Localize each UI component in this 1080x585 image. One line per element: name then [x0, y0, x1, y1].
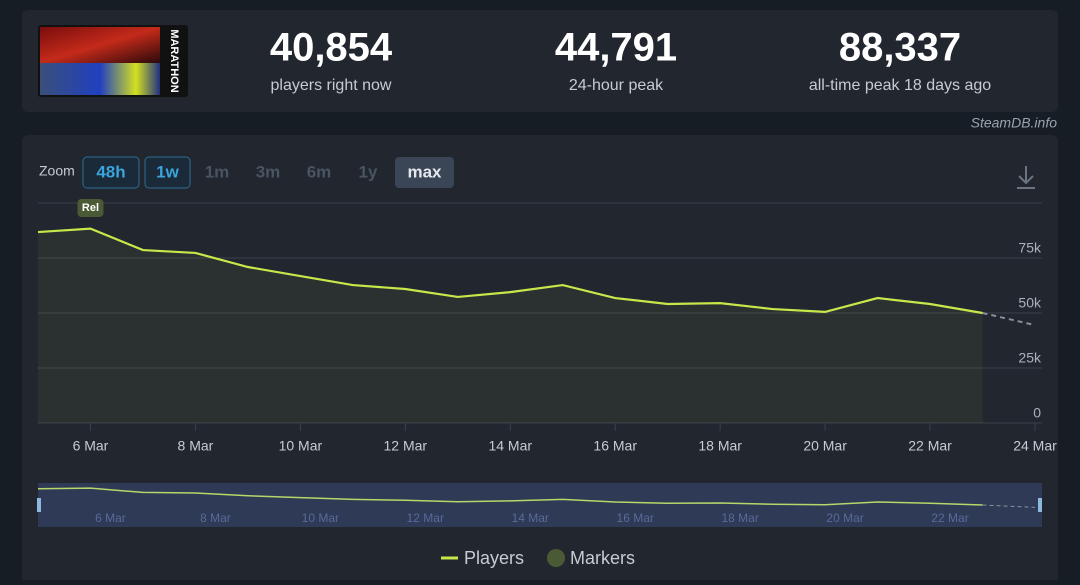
stat-value: 40,854 [270, 26, 393, 70]
area [38, 228, 983, 423]
x-tick-label: 6 Mar [73, 438, 109, 454]
chart-panel [22, 135, 1058, 585]
marker[interactable] [77, 199, 104, 217]
y-tick-label: 0 [1033, 405, 1041, 421]
x-tick-label: 18 Mar [698, 438, 742, 454]
stat-label: 24-hour peak [569, 77, 664, 94]
x-tick-label: 8 Mar [178, 438, 214, 454]
x-tick-label: 16 Mar [593, 438, 637, 454]
legend-swatch[interactable] [547, 549, 565, 567]
navigator-handle[interactable] [1038, 498, 1042, 512]
navigator-tick-label: 10 Mar [302, 511, 339, 525]
navigator-tick-label: 6 Mar [95, 511, 126, 525]
y-tick-label: 75k [1018, 240, 1042, 256]
marker-label: Rel [82, 202, 99, 214]
line [37, 227, 983, 315]
stat-label: all-time peak 18 days ago [809, 77, 991, 94]
logo-art [40, 63, 160, 95]
x-tick-label: 20 Mar [803, 438, 847, 454]
y-tick-label: 50k [1018, 295, 1042, 311]
stat-label: players right now [271, 77, 392, 94]
zoom-button-label[interactable]: 1m [205, 162, 230, 181]
navigator-line [37, 487, 983, 506]
navigator-tick-label: 20 Mar [826, 511, 863, 525]
navigator-tick-label: 8 Mar [200, 511, 231, 525]
zoom-button[interactable] [144, 156, 191, 189]
legend-label[interactable]: Players [464, 548, 524, 568]
zoom-button-label[interactable]: 1w [156, 162, 179, 181]
stats-panel [22, 10, 1058, 112]
x-tick-label: 10 Mar [279, 438, 323, 454]
x-tick-label: 12 Mar [384, 438, 428, 454]
download-icon[interactable] [1017, 166, 1035, 189]
x-tick-label: 22 Mar [908, 438, 952, 454]
zoom-button-label[interactable]: 48h [96, 162, 125, 181]
zoom-button-label[interactable]: 6m [307, 162, 332, 181]
stat-value: 44,791 [555, 26, 677, 70]
y-tick-label: 25k [1018, 350, 1042, 366]
navigator[interactable] [38, 483, 1042, 527]
zoom-button-label[interactable]: 3m [256, 162, 281, 181]
navigator-tick-label: 22 Mar [931, 511, 968, 525]
navigator-tick-label: 12 Mar [407, 511, 444, 525]
zoom-button-label[interactable]: 1y [359, 162, 378, 181]
navigator-handle[interactable] [37, 498, 41, 512]
stat-value: 88,337 [839, 26, 961, 70]
navigator-tick-label: 18 Mar [721, 511, 758, 525]
zoom-button[interactable] [395, 157, 454, 188]
source: SteamDB.info [971, 115, 1058, 131]
x-tick-label: 24 Mar [1013, 438, 1057, 454]
logo-text: MARATHON [168, 29, 180, 92]
navigator-tick-label: 14 Mar [512, 511, 549, 525]
zoom-button[interactable] [82, 156, 140, 189]
navigator-tick-label: 16 Mar [617, 511, 654, 525]
x-tick-label: 14 Mar [488, 438, 532, 454]
logo-art [40, 27, 160, 63]
zoom-button-label[interactable]: max [407, 162, 442, 181]
legend-label[interactable]: Markers [570, 548, 635, 568]
navigator-projection [982, 504, 1036, 508]
zoom-label: Zoom [39, 163, 75, 179]
